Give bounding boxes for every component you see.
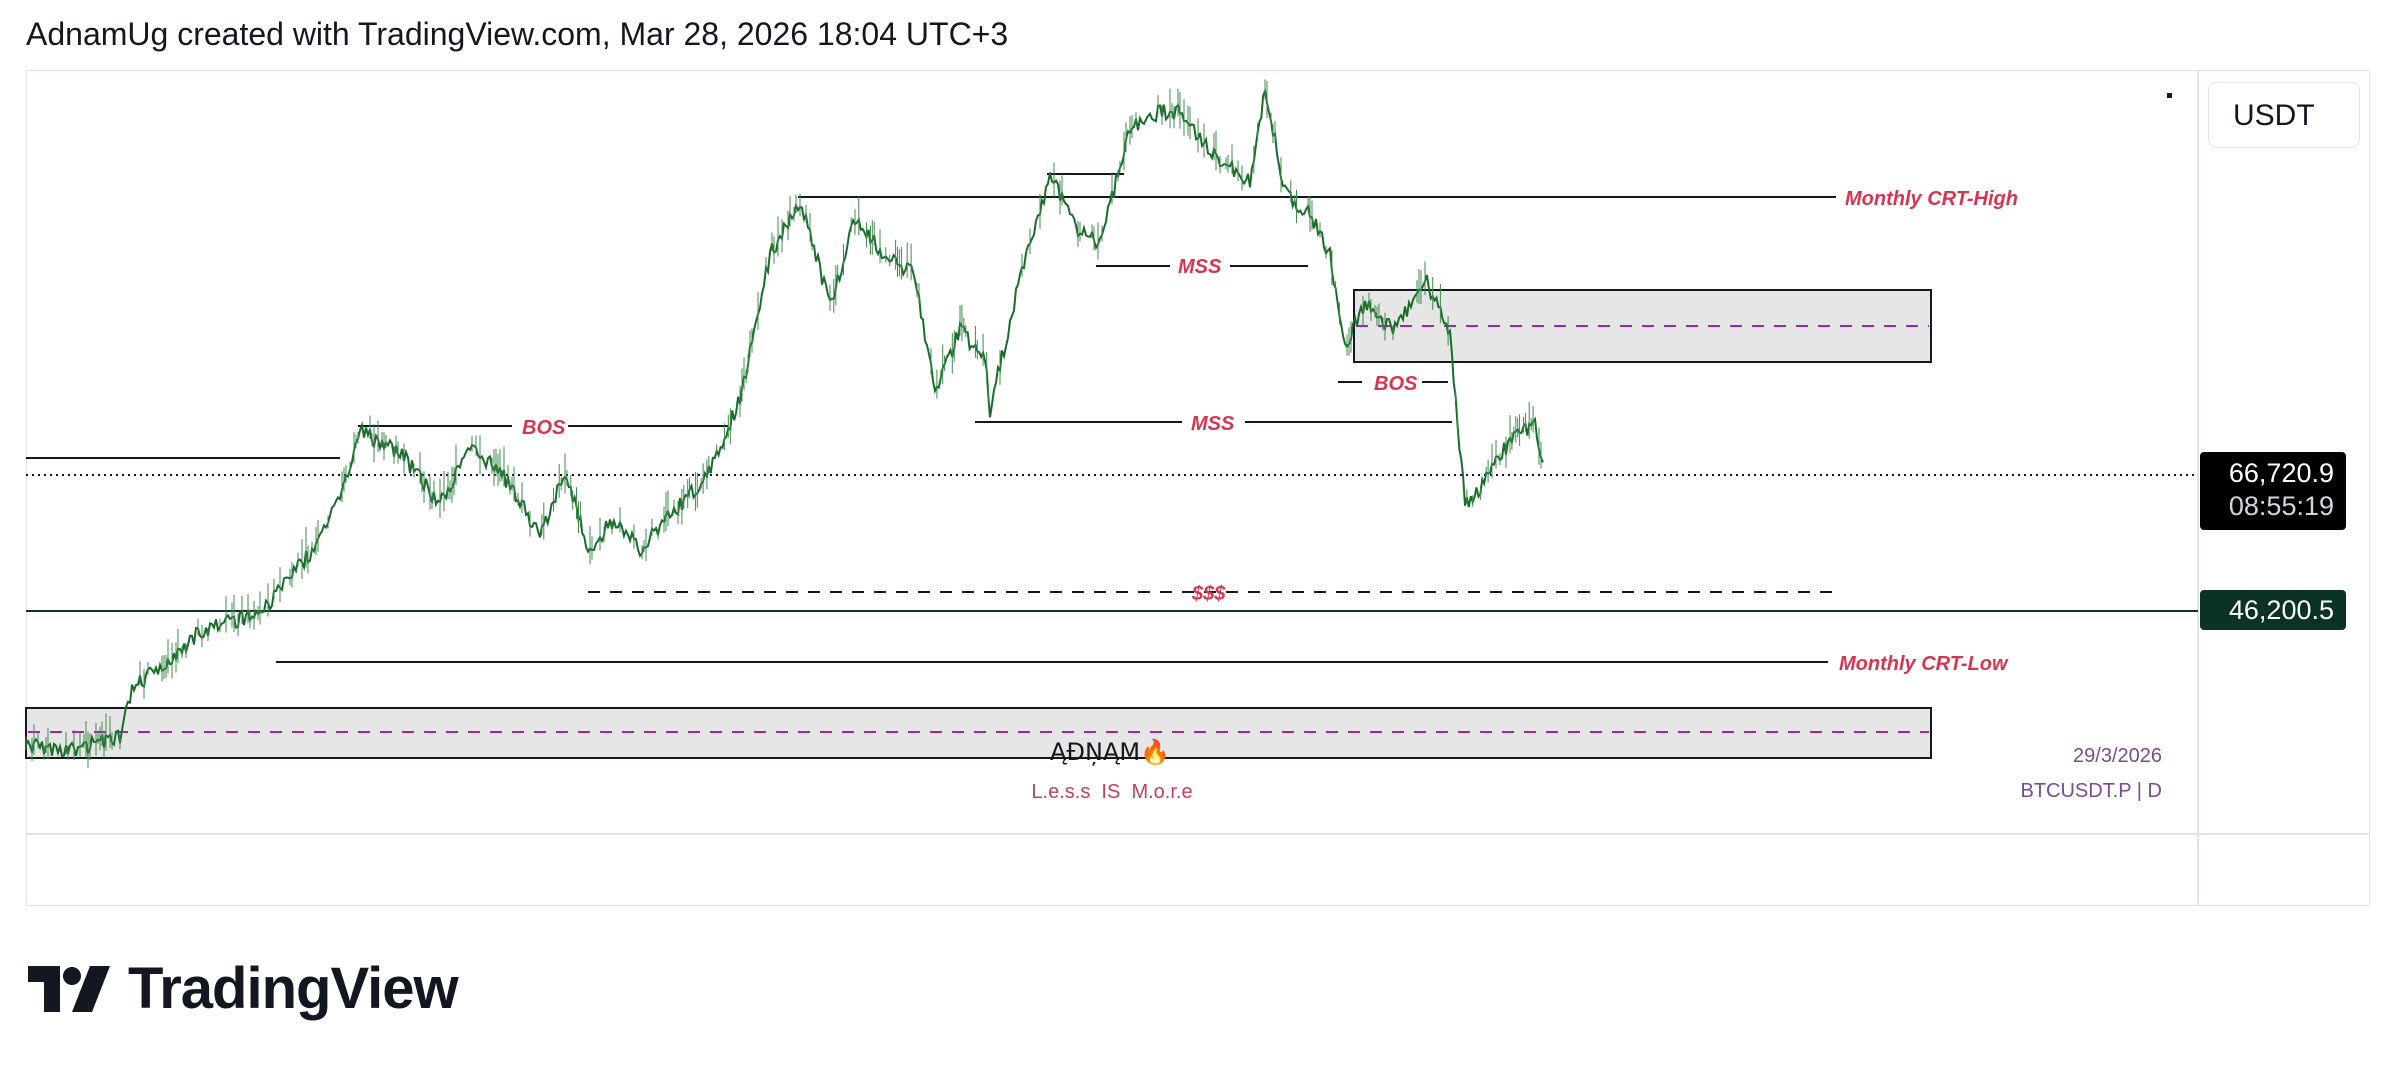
price-wicks: [25, 79, 1542, 769]
watermark-signature: ĄĐŅĄM🔥: [1050, 738, 1170, 766]
bar-countdown: 08:55:19: [2228, 491, 2334, 521]
chart-frame[interactable]: [26, 70, 2370, 906]
monthly-crt-high-label: Monthly CRT-High: [1845, 188, 2018, 210]
monthly-crt-low-label: Monthly CRT-Low: [1839, 653, 2009, 675]
brand-name: TradingView: [128, 956, 459, 1021]
price-series: [25, 86, 1544, 758]
brand-logo[interactable]: TradingView: [28, 955, 459, 1022]
chart-marker: [2167, 93, 2172, 98]
watermark-tagline: L.e.s.s IS M.o.r.e: [1031, 781, 1192, 803]
last-price-value: 66,720.9: [2228, 458, 2334, 488]
bos-right-label: BOS: [1374, 373, 1418, 395]
currency-button[interactable]: USDT: [2208, 82, 2360, 148]
header-caption: AdnamUg created with TradingView.com, Ma…: [26, 16, 1009, 52]
last-price-tag: 66,720.9 08:55:19: [2200, 452, 2346, 530]
level-price-tag: 46,200.5: [2200, 590, 2346, 630]
mss-lower-label: MSS: [1191, 413, 1235, 435]
watermark-date: 29/3/2026: [2073, 745, 2162, 767]
mss-upper-label: MSS: [1178, 256, 1222, 278]
watermark-symbol: BTCUSDT.P | D: [2020, 780, 2162, 802]
bos-left-label: BOS: [522, 417, 566, 439]
tradingview-logo-icon: [28, 965, 110, 1012]
liquidity-label: $$$: [1191, 583, 1226, 605]
